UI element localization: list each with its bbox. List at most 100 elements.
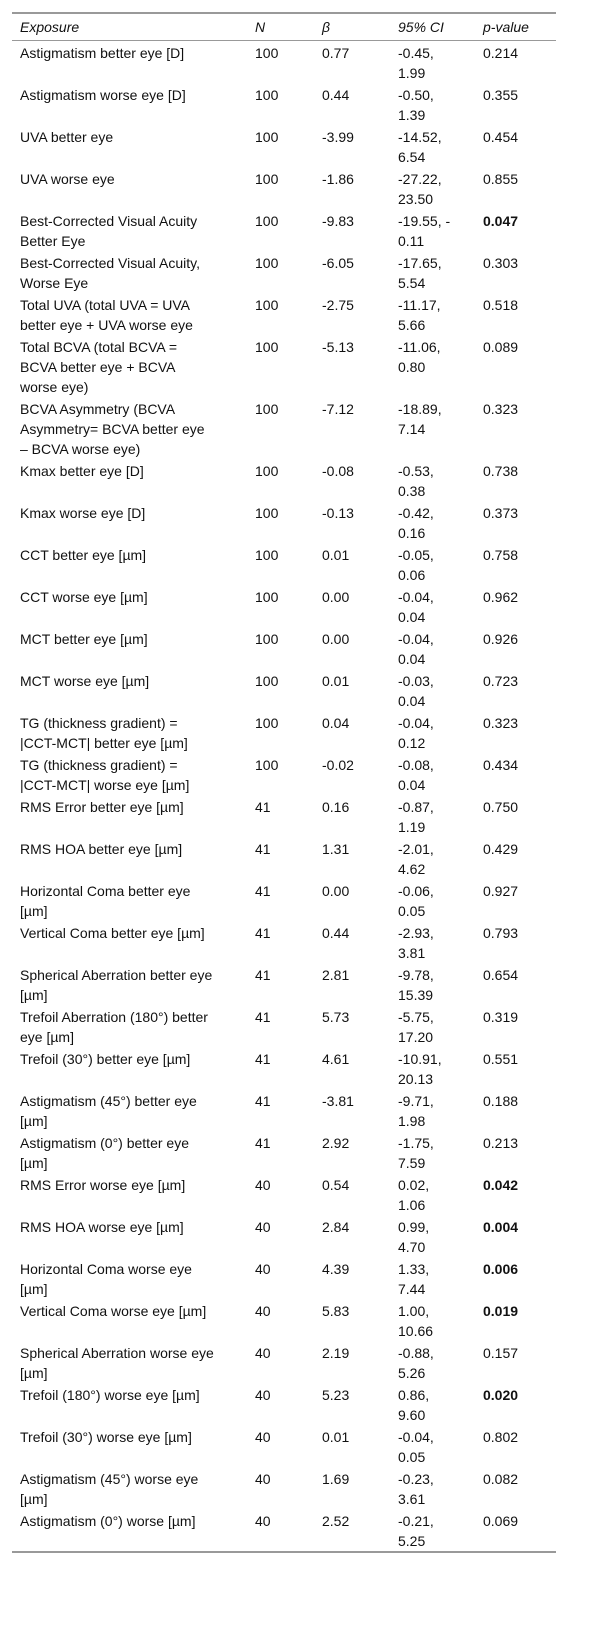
beta-cell: 2.84 bbox=[322, 1219, 350, 1235]
table-row: Spherical Aberration worse eye [µm] 40 2.1… bbox=[12, 1341, 556, 1383]
beta-cell: -1.86 bbox=[322, 171, 354, 187]
p-value-cell: 0.962 bbox=[483, 589, 519, 605]
table-row: Kmax better eye [D] 100 -0.08 -0.53, 0.38 0.… bbox=[12, 459, 556, 501]
n-cell: 100 bbox=[255, 213, 279, 229]
n-cell: 100 bbox=[255, 589, 279, 605]
n-cell: 40 bbox=[255, 1261, 271, 1277]
ci-cell: 0.02, 1.06 bbox=[398, 1177, 430, 1213]
n-cell: 100 bbox=[255, 505, 279, 521]
exposure-cell: BCVA Asymmetry (BCVA Asymmetry= BCVA bet… bbox=[20, 401, 205, 457]
beta-cell: -2.75 bbox=[322, 297, 354, 313]
beta-cell: 0.01 bbox=[322, 673, 350, 689]
exposure-cell: CCT better eye [µm] bbox=[20, 547, 147, 563]
beta-cell: -0.08 bbox=[322, 463, 354, 479]
table-row: MCT worse eye [µm] 100 0.01 -0.03, 0.04 0.72… bbox=[12, 669, 556, 711]
exposure-cell: Best-Corrected Visual Acuity Better Eye bbox=[20, 213, 198, 249]
ci-cell: 0.99, 4.70 bbox=[398, 1219, 430, 1255]
beta-cell: 4.39 bbox=[322, 1261, 350, 1277]
beta-cell: 2.19 bbox=[322, 1345, 350, 1361]
n-cell: 100 bbox=[255, 339, 279, 355]
n-cell: 40 bbox=[255, 1513, 271, 1529]
n-cell: 41 bbox=[255, 1093, 271, 1109]
ci-cell: -2.01, 4.62 bbox=[398, 841, 434, 877]
beta-cell: 0.00 bbox=[322, 883, 350, 899]
table-row: RMS Error worse eye [µm] 40 0.54 0.02, 1.06… bbox=[12, 1173, 556, 1215]
n-cell: 41 bbox=[255, 1051, 271, 1067]
p-value-cell: 0.551 bbox=[483, 1051, 519, 1067]
ci-cell: -17.65, 5.54 bbox=[398, 255, 442, 291]
p-value-cell: 0.927 bbox=[483, 883, 519, 899]
ci-cell: -0.04, 0.04 bbox=[398, 631, 434, 667]
table-row: TG (thickness gradient) = |CCT-MCT| bett… bbox=[12, 711, 556, 753]
exposure-cell: UVA better eye bbox=[20, 129, 114, 145]
exposure-cell: Trefoil Aberration (180°) better eye [µm… bbox=[20, 1009, 208, 1045]
beta-cell: -6.05 bbox=[322, 255, 354, 271]
ci-cell: -0.88, 5.26 bbox=[398, 1345, 434, 1381]
beta-cell: 2.81 bbox=[322, 967, 350, 983]
beta-cell: -5.13 bbox=[322, 339, 354, 355]
exposure-cell: Astigmatism (45°) worse eye [µm] bbox=[20, 1471, 199, 1507]
ci-cell: -0.06, 0.05 bbox=[398, 883, 434, 919]
ci-cell: 1.00, 10.66 bbox=[398, 1303, 434, 1339]
beta-cell: 0.44 bbox=[322, 87, 350, 103]
n-cell: 40 bbox=[255, 1387, 271, 1403]
p-value-cell: 0.188 bbox=[483, 1093, 519, 1109]
n-cell: 41 bbox=[255, 841, 271, 857]
n-cell: 100 bbox=[255, 401, 279, 417]
n-cell: 100 bbox=[255, 463, 279, 479]
ci-cell: -5.75, 17.20 bbox=[398, 1009, 434, 1045]
table-row: RMS HOA worse eye [µm] 40 2.84 0.99, 4.70 0.… bbox=[12, 1215, 556, 1257]
beta-cell: 0.00 bbox=[322, 631, 350, 647]
exposure-cell: Trefoil (180°) worse eye [µm] bbox=[20, 1387, 200, 1403]
beta-cell: 0.77 bbox=[322, 45, 350, 61]
n-cell: 40 bbox=[255, 1177, 271, 1193]
table-row: RMS HOA better eye [µm] 41 1.31 -2.01, 4.62… bbox=[12, 837, 556, 879]
exposure-cell: RMS HOA better eye [µm] bbox=[20, 841, 183, 857]
ci-cell: -0.50, 1.39 bbox=[398, 87, 434, 123]
p-value-cell: 0.855 bbox=[483, 171, 519, 187]
beta-cell: 2.52 bbox=[322, 1513, 350, 1529]
exposure-cell: Vertical Coma worse eye [µm] bbox=[20, 1303, 207, 1319]
ci-cell: -9.71, 1.98 bbox=[398, 1093, 434, 1129]
beta-cell: 5.23 bbox=[322, 1387, 350, 1403]
table-body: Astigmatism better eye [D] 100 0.77 -0.45, … bbox=[12, 41, 556, 1553]
ci-cell: -10.91, 20.13 bbox=[398, 1051, 442, 1087]
n-cell: 100 bbox=[255, 297, 279, 313]
p-value-cell: 0.082 bbox=[483, 1471, 519, 1487]
exposure-cell: Spherical Aberration better eye [µm] bbox=[20, 967, 213, 1003]
n-cell: 41 bbox=[255, 799, 271, 815]
beta-cell: 0.16 bbox=[322, 799, 350, 815]
ci-cell: -0.04, 0.04 bbox=[398, 589, 434, 625]
n-cell: 100 bbox=[255, 673, 279, 689]
exposure-cell: Best-Corrected Visual Acuity, Worse Eye bbox=[20, 255, 201, 291]
table-row: MCT better eye [µm] 100 0.00 -0.04, 0.04 0.9… bbox=[12, 627, 556, 669]
n-cell: 100 bbox=[255, 171, 279, 187]
exposure-cell: RMS Error worse eye [µm] bbox=[20, 1177, 186, 1193]
exposure-cell: Kmax better eye [D] bbox=[20, 463, 144, 479]
exposure-cell: Astigmatism better eye [D] bbox=[20, 45, 185, 61]
table-row: UVA better eye 100 -3.99 -14.52, 6.54 0.454 bbox=[12, 125, 556, 167]
beta-cell: 0.01 bbox=[322, 547, 350, 563]
p-value-cell: 0.020 bbox=[483, 1387, 519, 1403]
p-value-cell: 0.004 bbox=[483, 1219, 519, 1235]
table-row: Trefoil Aberration (180°) better eye [µm… bbox=[12, 1005, 556, 1047]
exposure-cell: Total UVA (total UVA = UVA better eye + … bbox=[20, 297, 193, 333]
p-value-cell: 0.750 bbox=[483, 799, 519, 815]
ci-cell: -27.22, 23.50 bbox=[398, 171, 442, 207]
table-row: Trefoil (30°) worse eye [µm] 40 0.01 -0.04,… bbox=[12, 1425, 556, 1467]
p-value-cell: 0.323 bbox=[483, 715, 519, 731]
table-row: Trefoil (180°) worse eye [µm] 40 5.23 0.86,… bbox=[12, 1383, 556, 1425]
ci-cell: -0.04, 0.12 bbox=[398, 715, 434, 751]
table-row: Astigmatism better eye [D] 100 0.77 -0.45, … bbox=[12, 41, 556, 84]
ci-cell: -0.53, 0.38 bbox=[398, 463, 434, 499]
column-header: p-value bbox=[475, 13, 556, 41]
p-value-cell: 0.214 bbox=[483, 45, 519, 61]
ci-cell: -11.17, 5.66 bbox=[398, 297, 441, 333]
table-row: Trefoil (30°) better eye [µm] 41 4.61 -10.9… bbox=[12, 1047, 556, 1089]
exposure-cell: Trefoil (30°) worse eye [µm] bbox=[20, 1429, 192, 1445]
p-value-cell: 0.654 bbox=[483, 967, 519, 983]
beta-cell: -3.99 bbox=[322, 129, 354, 145]
beta-cell: -7.12 bbox=[322, 401, 354, 417]
